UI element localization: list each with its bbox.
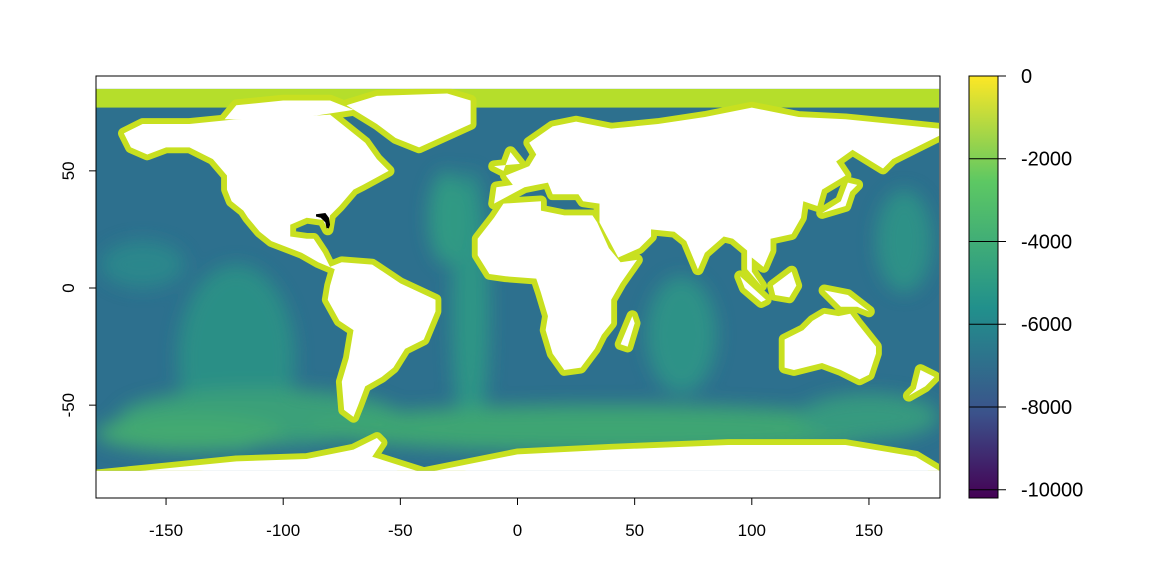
- colorbar: [968, 75, 999, 499]
- borneo: [772, 271, 797, 298]
- colorbar-tick-label: -8000: [1021, 397, 1072, 419]
- colorbar-tick-label: -6000: [1021, 314, 1072, 336]
- y-tick-label: 0: [59, 283, 78, 292]
- british-isles: [494, 152, 520, 171]
- arctic-shelf: [95, 88, 940, 108]
- x-tick-label: -50: [388, 521, 413, 540]
- madagascar: [620, 316, 635, 347]
- land-masses: [123, 93, 940, 471]
- south-america: [327, 262, 436, 417]
- colorbar-tick-label: 0: [1021, 66, 1032, 88]
- x-tick-label: 150: [855, 521, 883, 540]
- x-tick-label: -100: [266, 521, 300, 540]
- x-tick-label: -150: [149, 521, 183, 540]
- y-tick-label: 50: [59, 161, 78, 180]
- y-axis: -50 0 50: [59, 161, 97, 418]
- north-america: [123, 114, 389, 270]
- y-tick-label: -50: [59, 393, 78, 418]
- new-zealand: [908, 370, 935, 396]
- japan: [822, 182, 858, 214]
- sumatra: [740, 276, 766, 303]
- highlighted-region-florida: [316, 213, 331, 229]
- colorbar-ticks: 0 -2000 -4000 -6000 -8000 -10000: [969, 66, 1083, 502]
- x-tick-label: 0: [513, 521, 522, 540]
- colorbar-tick-label: -10000: [1021, 480, 1083, 502]
- colorbar-tick-label: -2000: [1021, 149, 1072, 171]
- antarctica: [142, 437, 940, 471]
- new-guinea: [824, 290, 869, 312]
- x-tick-label: 50: [625, 521, 644, 540]
- x-tick-label: 100: [738, 521, 766, 540]
- eurasia: [494, 107, 940, 286]
- africa: [477, 201, 637, 371]
- colorbar-legend: 0 -2000 -4000 -6000 -8000 -10000: [968, 66, 1083, 502]
- arctic-islands: [224, 100, 354, 120]
- x-axis: -150 -100 -50 0 50 100 150: [149, 497, 883, 540]
- colorbar-tick-label: -4000: [1021, 231, 1072, 253]
- greenland: [346, 93, 471, 148]
- map-area: [95, 88, 940, 471]
- australia: [784, 313, 876, 380]
